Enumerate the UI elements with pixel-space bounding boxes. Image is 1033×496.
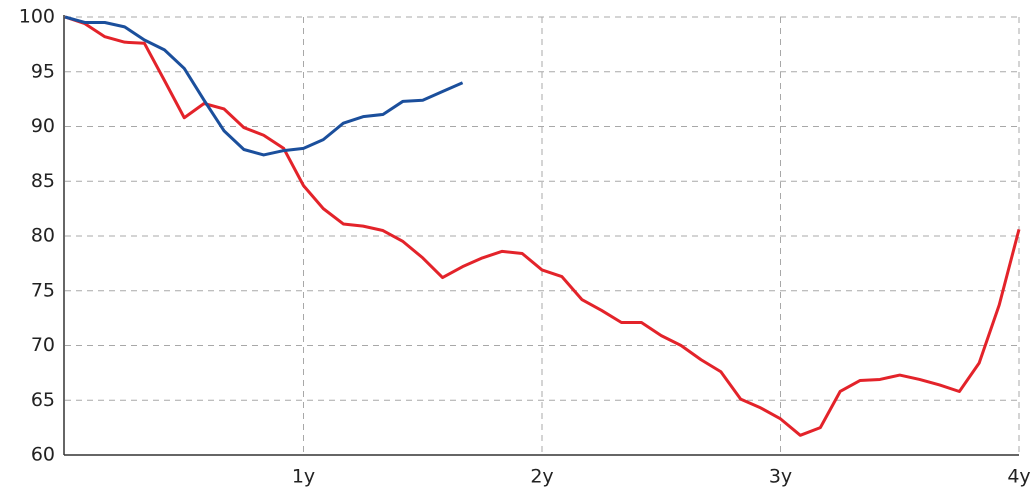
x-tick-label: 3y (769, 466, 792, 488)
x-tick-label: 1y (292, 466, 315, 488)
y-tick-label: 85 (31, 170, 55, 192)
x-tick-label: 2y (530, 466, 553, 488)
y-tick-label: 90 (31, 115, 55, 137)
y-tick-label: 95 (31, 60, 55, 82)
y-tick-label: 65 (31, 389, 55, 411)
y-tick-label: 75 (31, 279, 55, 301)
x-tick-label: 4y (1007, 466, 1030, 488)
y-tick-label: 60 (31, 444, 55, 466)
y-tick-label: 80 (31, 225, 55, 247)
series-line (64, 15, 464, 157)
y-tick-label: 100 (19, 6, 55, 28)
series-line (64, 15, 1021, 437)
y-tick-label: 70 (31, 334, 55, 356)
